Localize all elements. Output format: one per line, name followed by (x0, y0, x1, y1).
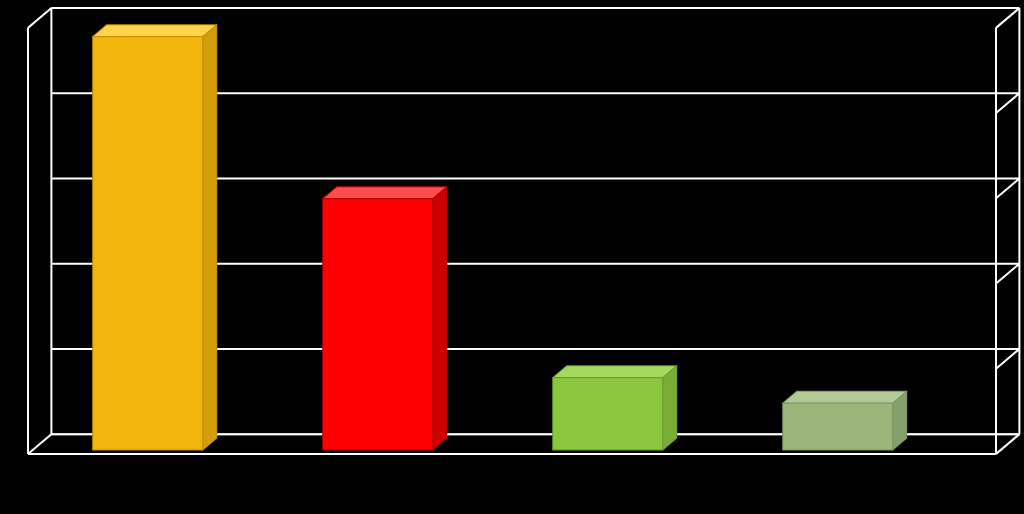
bar-chart-3d (0, 0, 1024, 514)
bar (783, 391, 907, 450)
bar (93, 25, 217, 450)
bar (323, 187, 447, 450)
bar (553, 366, 677, 450)
chart-svg (0, 0, 1024, 514)
